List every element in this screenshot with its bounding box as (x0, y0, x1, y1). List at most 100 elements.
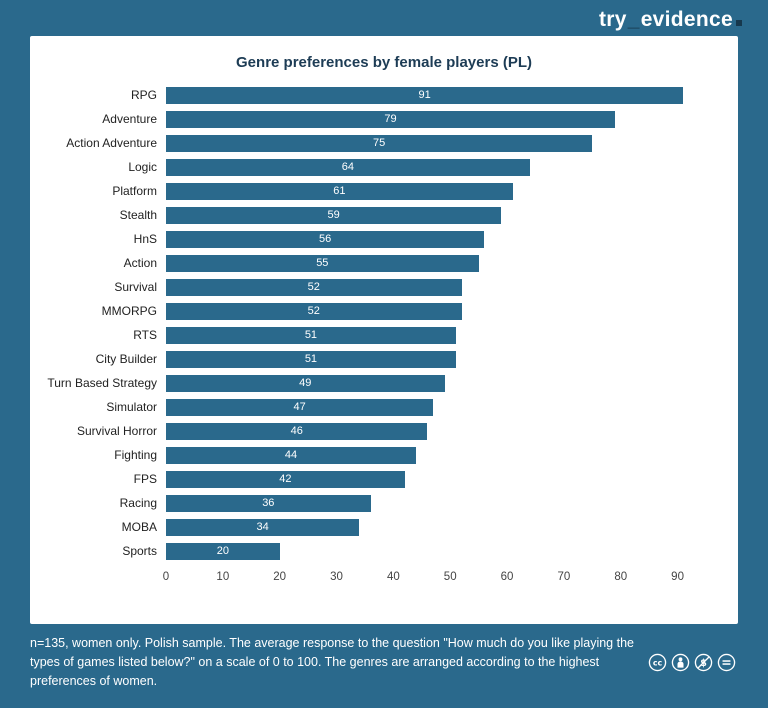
bar: 49 (166, 374, 445, 392)
bar-track: 56 (166, 230, 706, 248)
category-label: MOBA (121, 520, 157, 534)
bar-row: Simulator 47 (40, 395, 706, 419)
bar-track: 51 (166, 326, 706, 344)
header: try _ evidence (0, 0, 768, 36)
category-label: HnS (133, 232, 157, 246)
x-tick-label: 20 (273, 571, 287, 583)
bar-track: 49 (166, 374, 706, 392)
category-label: Turn Based Strategy (47, 376, 157, 390)
footer: n=135, women only. Polish sample. The av… (30, 634, 738, 690)
bar-track: 47 (166, 398, 706, 416)
bar: 36 (166, 494, 371, 512)
cc-icon: cc (648, 653, 667, 671)
category-label: Survival Horror (76, 424, 157, 438)
bar-row: Racing 36 (40, 491, 706, 515)
bar-row: Adventure 79 (40, 107, 706, 131)
bar: 59 (166, 206, 502, 224)
bar-row: RTS 51 (40, 323, 706, 347)
bar-track: 46 (166, 422, 706, 440)
bar-row: Action 55 (40, 251, 706, 275)
x-tick-label: 60 (500, 571, 514, 583)
bar: 52 (166, 278, 462, 296)
bar-row: Stealth 59 (40, 203, 706, 227)
logo: try _ evidence (599, 8, 742, 32)
bar: 79 (166, 110, 616, 128)
bar: 56 (166, 230, 485, 248)
category-label: Action Adventure (66, 136, 157, 150)
bar-value-label: 52 (307, 280, 320, 293)
attribution-icon (671, 653, 690, 671)
bar-value-label: 49 (299, 376, 312, 389)
x-axis: 0 10 20 30 40 50 60 70 80 90 (163, 571, 706, 593)
bar-value-label: 52 (307, 304, 320, 317)
bar-row: FPS 42 (40, 467, 706, 491)
category-label: Sports (122, 544, 157, 558)
bar-value-label: 91 (418, 88, 431, 101)
bar-track: 75 (166, 134, 706, 152)
logo-separator: _ (627, 8, 640, 31)
bar: 47 (166, 398, 434, 416)
chart-title: Genre preferences by female players (PL) (236, 54, 532, 71)
bar-track: 55 (166, 254, 706, 272)
bar-track: 61 (166, 182, 706, 200)
logo-suffix: evidence (640, 8, 733, 31)
x-tick-label: 30 (330, 571, 343, 583)
bar-row: Fighting 44 (40, 443, 706, 467)
bar: 51 (166, 326, 456, 344)
bar-row: Action Adventure 75 (40, 131, 706, 155)
bar-value-label: 34 (256, 520, 269, 533)
bar: 52 (166, 302, 462, 320)
bar-value-label: 20 (216, 544, 229, 557)
x-tick-label: 10 (216, 571, 230, 583)
bar: 61 (166, 182, 513, 200)
bar-track: 44 (166, 446, 706, 464)
category-label: Logic (128, 160, 157, 174)
bar-value-label: 36 (262, 496, 275, 509)
bar-row: Survival 52 (40, 275, 706, 299)
bar-track: 20 (166, 542, 706, 560)
bar-track: 52 (166, 302, 706, 320)
bar-row: MMORPG 52 (40, 299, 706, 323)
x-tick-label: 90 (671, 571, 684, 583)
bar-value-label: 51 (304, 352, 318, 365)
bar-row: Turn Based Strategy 49 (40, 371, 706, 395)
x-tick-label: 40 (386, 571, 400, 583)
bar-value-label: 75 (373, 136, 386, 149)
x-tick-label: 50 (443, 571, 457, 583)
bar: 34 (166, 518, 360, 536)
bar: 91 (166, 86, 684, 104)
bar-track: 42 (166, 470, 706, 488)
x-tick-label: 70 (557, 571, 571, 583)
bar-value-label: 55 (316, 256, 329, 269)
bar: 64 (166, 158, 530, 176)
category-label: RTS (133, 328, 157, 342)
bar-track: 34 (166, 518, 706, 536)
bar-track: 51 (166, 350, 706, 368)
bar-row: Survival Horror 46 (40, 419, 706, 443)
category-label: Fighting (114, 448, 157, 462)
bar-value-label: 64 (341, 160, 355, 173)
bar-row: HnS 56 (40, 227, 706, 251)
category-label: Simulator (106, 400, 157, 414)
bar-value-label: 47 (293, 400, 306, 413)
logo-prefix: try (598, 8, 627, 31)
bar-value-label: 56 (319, 232, 332, 245)
bar-row: City Builder 51 (40, 347, 706, 371)
category-label: Action (123, 256, 157, 270)
category-label: Survival (114, 280, 157, 294)
category-label: RPG (130, 88, 157, 102)
bar-value-label: 46 (290, 424, 303, 437)
bar: 75 (166, 134, 593, 152)
bar-track: 36 (166, 494, 706, 512)
x-tick-label: 80 (614, 571, 628, 583)
bar-value-label: 59 (327, 208, 340, 221)
bar-row: Sports 20 (40, 539, 706, 563)
bar: 55 (166, 254, 479, 272)
bar-value-label: 51 (304, 328, 318, 341)
bar-row: Logic 64 (40, 155, 706, 179)
bar: 51 (166, 350, 456, 368)
footnote: n=135, women only. Polish sample. The av… (30, 636, 634, 688)
bar: 20 (166, 542, 280, 560)
non-commercial-icon: $ (694, 653, 713, 671)
